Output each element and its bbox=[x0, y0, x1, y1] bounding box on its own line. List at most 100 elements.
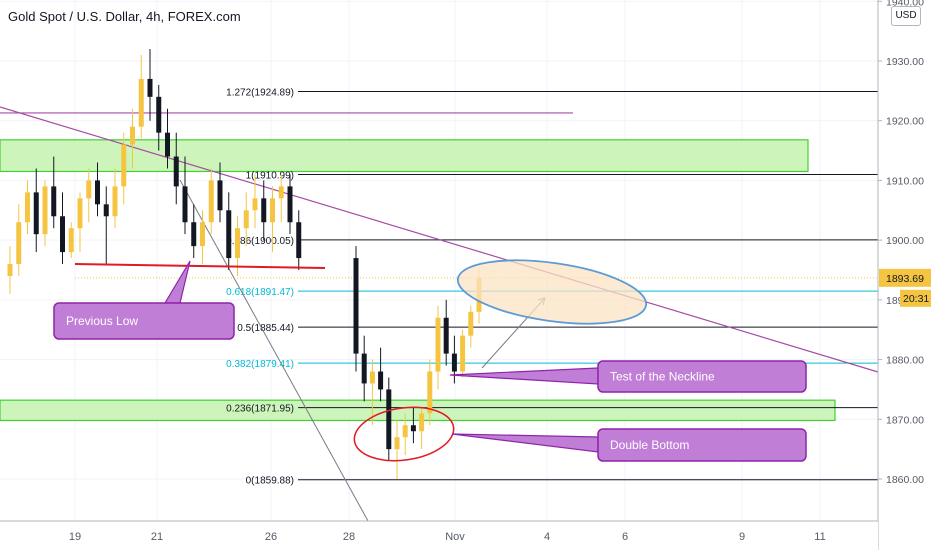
time-axis-background bbox=[0, 521, 878, 550]
callout-label: Double Bottom bbox=[610, 438, 689, 452]
candle-body bbox=[182, 186, 188, 223]
candle-body bbox=[287, 186, 293, 223]
diagonal-line bbox=[179, 179, 369, 522]
candle bbox=[121, 132, 127, 205]
candle bbox=[16, 204, 22, 276]
candle-body bbox=[130, 126, 135, 145]
candle-body bbox=[95, 180, 100, 205]
candle bbox=[68, 222, 74, 259]
candle-body bbox=[200, 222, 205, 247]
candle bbox=[252, 174, 258, 229]
current-price-badge bbox=[879, 268, 931, 287]
candle-body bbox=[394, 437, 400, 450]
candle bbox=[138, 55, 144, 139]
candle bbox=[25, 180, 30, 235]
time-tick-label: 19 bbox=[69, 531, 81, 543]
price-tick-label: 1860.00 bbox=[886, 474, 924, 486]
candle bbox=[410, 407, 416, 444]
time-axis[interactable]: 19 21 26 28 Nov 4 6 9 11 bbox=[0, 520, 878, 550]
candle bbox=[361, 335, 367, 402]
candle bbox=[278, 174, 284, 223]
candle bbox=[191, 204, 197, 259]
candle-body bbox=[86, 180, 92, 199]
time-tick-label: 21 bbox=[151, 531, 163, 543]
candle bbox=[287, 174, 293, 235]
candles bbox=[7, 49, 482, 479]
fib-level-label: 0.786(1900.05) bbox=[226, 236, 294, 247]
candle-body bbox=[386, 389, 392, 450]
candle-body bbox=[427, 371, 433, 414]
price-axis[interactable]: 1940.001930.001920.001910.001900.001890.… bbox=[877, 0, 932, 550]
time-tick-label: 9 bbox=[739, 531, 745, 543]
price-tick-label: 1870.00 bbox=[886, 414, 924, 426]
time-tick-label: 4 bbox=[544, 531, 550, 543]
callout-pointer bbox=[451, 433, 599, 453]
candle-body bbox=[460, 335, 466, 372]
candle-body bbox=[33, 192, 39, 235]
time-tick-label: 11 bbox=[814, 531, 825, 543]
candle-body bbox=[103, 204, 109, 217]
candle bbox=[7, 246, 13, 294]
overlays bbox=[74, 259, 648, 462]
candle bbox=[165, 108, 170, 169]
candle bbox=[200, 210, 205, 265]
candle bbox=[130, 108, 135, 169]
callout-label: Test of the Neckline bbox=[610, 370, 715, 384]
candle-body bbox=[138, 78, 144, 127]
candle-body bbox=[410, 425, 416, 432]
support-zone bbox=[0, 139, 809, 173]
candle bbox=[460, 329, 466, 378]
current-price-label: 1893.69 bbox=[886, 273, 924, 285]
price-tick-label: 1880.00 bbox=[886, 355, 924, 367]
candle-body bbox=[165, 132, 170, 157]
candle-body bbox=[235, 228, 240, 259]
callout-pointer bbox=[449, 367, 599, 385]
time-tick-label: 6 bbox=[622, 531, 628, 543]
candle bbox=[156, 84, 162, 151]
candle-body bbox=[77, 198, 83, 229]
callout-box bbox=[53, 302, 235, 340]
candle-body bbox=[112, 186, 118, 217]
descending-trendline bbox=[0, 106, 879, 373]
candle-body bbox=[173, 156, 179, 187]
candle bbox=[33, 168, 39, 253]
candle-body bbox=[378, 371, 384, 390]
currency-badge[interactable]: USD bbox=[891, 6, 921, 26]
candle bbox=[112, 168, 118, 229]
countdown-badge bbox=[900, 289, 931, 307]
callout-pointer bbox=[163, 260, 191, 304]
candle-body bbox=[261, 198, 267, 223]
candle-body bbox=[226, 210, 232, 259]
candle bbox=[173, 132, 179, 205]
support-zone bbox=[0, 399, 836, 422]
callout-box bbox=[597, 428, 807, 462]
candle bbox=[147, 49, 153, 121]
candle bbox=[95, 162, 100, 217]
candle-body bbox=[68, 228, 74, 253]
candle-body bbox=[270, 198, 275, 223]
candle bbox=[394, 419, 400, 479]
candle-body bbox=[252, 198, 258, 211]
candle-body bbox=[419, 413, 425, 432]
candle bbox=[182, 156, 188, 235]
candle bbox=[103, 186, 109, 265]
fib-level-label: 0(1859.88) bbox=[246, 476, 294, 487]
candle bbox=[296, 210, 302, 270]
candle bbox=[86, 168, 92, 223]
candle-body bbox=[361, 353, 367, 384]
time-tick-label: Nov bbox=[445, 531, 465, 543]
candle-body bbox=[296, 222, 302, 259]
candle bbox=[435, 305, 441, 390]
price-tick-label: 1900.00 bbox=[886, 235, 924, 247]
candle bbox=[386, 377, 392, 462]
candle-body bbox=[60, 216, 65, 253]
candle-body bbox=[191, 222, 197, 247]
drawings bbox=[0, 106, 879, 522]
price-tick-label: 1940.00 bbox=[886, 0, 924, 8]
support-resistance-zones bbox=[0, 139, 836, 422]
candle bbox=[378, 347, 384, 402]
double-bottom-ellipse bbox=[353, 406, 455, 462]
fib-level-label: 1(1910.99) bbox=[246, 171, 294, 182]
candle bbox=[217, 162, 223, 223]
